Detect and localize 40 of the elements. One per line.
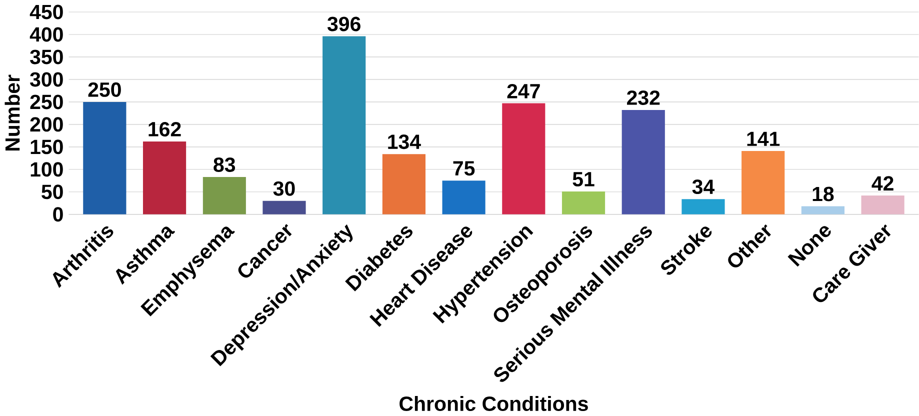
bar (262, 200, 306, 214)
bar (382, 154, 426, 214)
bar (322, 36, 366, 214)
data-label: 42 (872, 176, 894, 191)
y-axis-title: Number (4, 74, 20, 151)
y-tick-label: 100 (30, 162, 63, 177)
bar (742, 151, 785, 214)
y-tick-label: 450 (30, 4, 63, 20)
data-label: 51 (572, 172, 594, 187)
data-label: 75 (453, 161, 475, 176)
bar (83, 102, 126, 214)
y-tick-label: 400 (30, 27, 63, 42)
data-label: 134 (388, 134, 421, 150)
bar (442, 180, 486, 214)
bar (622, 110, 665, 214)
data-label: 162 (148, 122, 181, 137)
bar (682, 199, 725, 214)
bar (502, 103, 546, 214)
y-tick-label: 300 (30, 72, 63, 87)
bar (861, 196, 904, 214)
bar (562, 192, 606, 214)
y-tick-label: 50 (42, 184, 63, 200)
data-label: 18 (812, 186, 834, 202)
x-axis-title: Chronic Conditions (400, 396, 588, 412)
y-tick-label: 250 (30, 94, 63, 110)
data-label: 34 (692, 180, 715, 194)
data-label: 232 (627, 90, 660, 106)
y-tick-label: 200 (30, 117, 63, 132)
bar (202, 177, 246, 214)
data-label: 247 (507, 84, 540, 98)
data-label: 250 (88, 82, 121, 98)
y-tick-label: 0 (53, 207, 63, 222)
y-tick-label: 150 (30, 140, 63, 154)
bar (142, 142, 186, 214)
data-label: 30 (273, 181, 295, 196)
y-tick-label: 350 (30, 50, 63, 64)
bar (801, 206, 844, 214)
data-label: 396 (327, 16, 360, 32)
data-label: 83 (214, 158, 236, 172)
data-label: 141 (747, 132, 780, 146)
